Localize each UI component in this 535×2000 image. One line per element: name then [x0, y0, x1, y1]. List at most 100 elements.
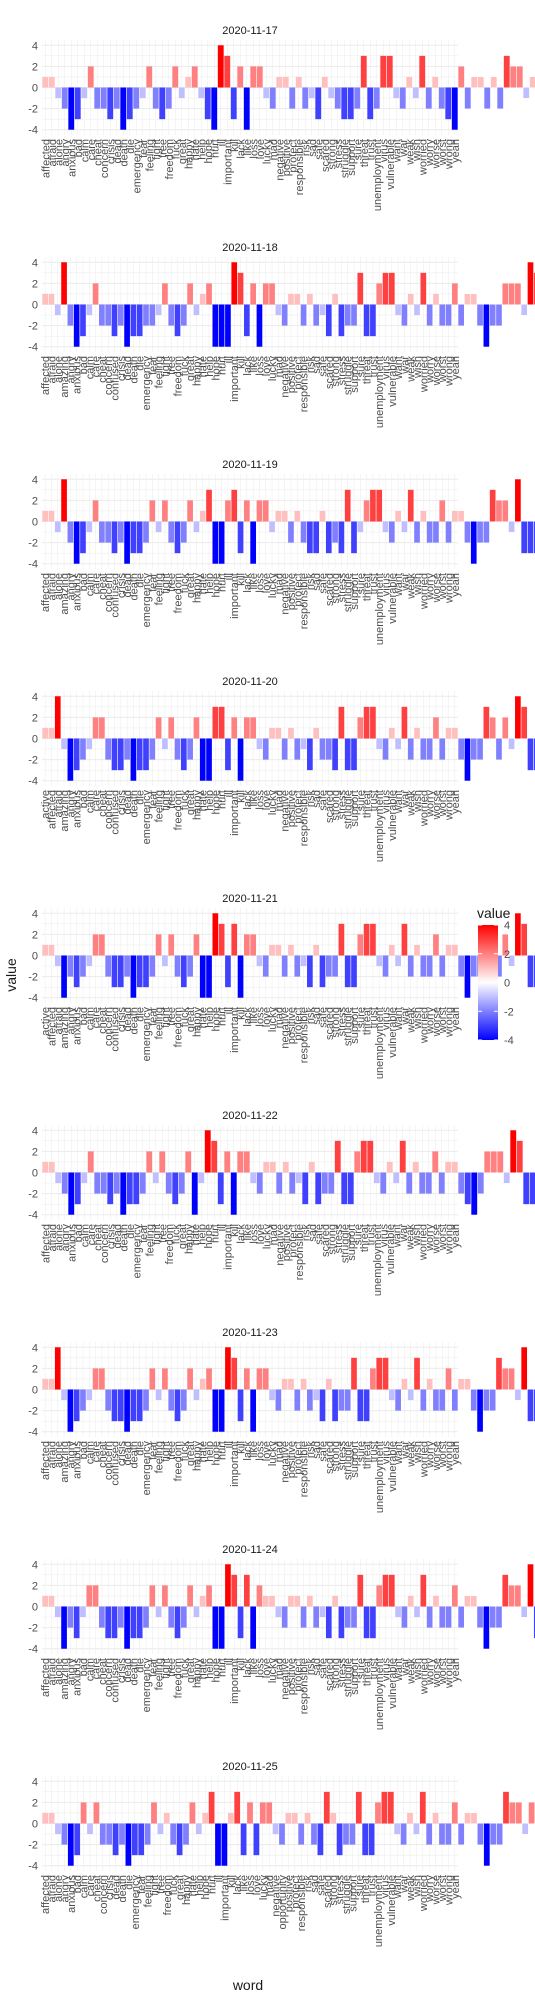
bar-undefined [521, 304, 528, 316]
bar-alone [54, 1606, 61, 1618]
bar-unemployment [373, 87, 380, 109]
x-tick-label: free [155, 1875, 167, 1894]
x-tick-label: trust [368, 1007, 380, 1028]
x-tick-label: important [229, 1658, 241, 1704]
x-tick-label: hurt [207, 1875, 219, 1894]
x-tick-label: yeah [450, 573, 462, 597]
bar-fear [149, 1368, 156, 1390]
bar-wish [412, 1161, 419, 1173]
y-tick-label: 0 [32, 1385, 38, 1397]
x-tick-label: help [196, 139, 208, 160]
bar-undefined [477, 304, 483, 326]
bar-undefined [484, 1151, 491, 1173]
y-tick-label: -2 [28, 1189, 38, 1201]
bar-worst [439, 738, 446, 760]
x-tick-label: free [166, 790, 178, 809]
x-tick-label: war [399, 1875, 411, 1894]
x-tick-label: free [157, 1224, 169, 1243]
x-tick-label: struggle [343, 790, 355, 829]
bar-cheat [99, 521, 105, 543]
bar-worse [433, 934, 439, 956]
bar-yeah [452, 727, 458, 739]
bar-scared [325, 1378, 332, 1390]
x-tick-label: help [194, 1875, 206, 1896]
y-tick-label: 4 [32, 257, 38, 269]
x-tick-label: ill [223, 573, 235, 580]
x-tick-label: weak [406, 573, 418, 600]
bar-crisis [106, 1823, 113, 1845]
bar-care [92, 717, 99, 739]
bar-support [351, 955, 357, 988]
y-tick-label: -2 [28, 104, 38, 116]
bar-happy [193, 934, 200, 956]
x-tick-label: care [91, 1658, 103, 1679]
bar-strong [332, 1595, 338, 1607]
panel-title: 2020-11-24 [222, 1544, 277, 1556]
bar-undefined [470, 738, 477, 760]
bar-scared [325, 1606, 332, 1639]
bar-death [120, 87, 127, 130]
bar-undefined [470, 1595, 477, 1607]
bar-struggle [341, 87, 348, 120]
legend-tick-label: -2 [504, 1006, 514, 1018]
x-tick-label: die [135, 790, 147, 805]
x-tick-label: worst [437, 139, 449, 166]
x-tick-label: death [128, 790, 140, 818]
bar-safe [319, 1606, 326, 1618]
x-tick-label: safe [317, 790, 329, 811]
bar-worried [420, 510, 427, 522]
bar-hope [212, 1606, 219, 1649]
x-tick-label: confused [109, 790, 121, 835]
x-tick-label: die [123, 1875, 135, 1890]
bar-love [253, 1823, 260, 1856]
x-tick-label: loss [254, 356, 266, 376]
bar-like [250, 283, 256, 305]
x-tick-label: affected [46, 1007, 58, 1046]
x-tick-label: freedom [173, 1658, 185, 1698]
bar-care [87, 1151, 94, 1173]
bar-undefined [533, 738, 535, 771]
bar-hurt [211, 1140, 218, 1173]
x-tick-label: afraid [47, 139, 59, 167]
x-tick-label: lucky [261, 1224, 273, 1250]
bar-sad [308, 87, 315, 99]
x-tick-label: unemployment [374, 1441, 386, 1513]
bar-worry [426, 1823, 433, 1845]
x-tick-label: happy [191, 790, 203, 820]
x-tick-label: ill [213, 1875, 225, 1882]
bar-positive [288, 727, 294, 739]
bar-struggle [344, 489, 351, 522]
bar-wish [414, 521, 420, 543]
bar-undefined [510, 66, 517, 88]
bar-amazing [61, 479, 67, 522]
bar-afraid [48, 293, 55, 305]
bar-undefined [458, 955, 464, 977]
x-tick-label: feeling [154, 573, 166, 605]
x-tick-label: hope [203, 1224, 215, 1248]
bar-war [399, 87, 406, 109]
bar-fuck [180, 521, 187, 543]
bar-freedom [174, 304, 181, 337]
bar-calm [86, 955, 93, 967]
bar-emergency [131, 1823, 138, 1856]
x-tick-label: dead [122, 1441, 134, 1465]
x-tick-label: like [248, 790, 260, 807]
bar-bad [74, 1172, 81, 1205]
x-tick-label: lack [242, 1441, 254, 1461]
x-tick-label: active [40, 790, 52, 819]
x-tick-label: important [222, 139, 234, 185]
x-tick-label: virus [378, 139, 390, 163]
x-tick-label: wrong [444, 1441, 456, 1472]
x-tick-label: lucky [258, 1875, 270, 1901]
bar-lack [234, 1791, 241, 1824]
bar-unemployment [376, 1585, 383, 1607]
y-tick-label: 4 [32, 1559, 38, 1571]
bar-afraid [54, 955, 61, 967]
x-tick-label: emergency [130, 1875, 142, 1930]
bar-afraid [48, 1595, 55, 1607]
x-tick-label: trust [368, 1441, 380, 1462]
bar-happy [193, 1606, 200, 1618]
bar-safe [319, 304, 326, 316]
x-tick-label: lucky [267, 573, 279, 599]
x-tick-label: strong [326, 139, 338, 170]
